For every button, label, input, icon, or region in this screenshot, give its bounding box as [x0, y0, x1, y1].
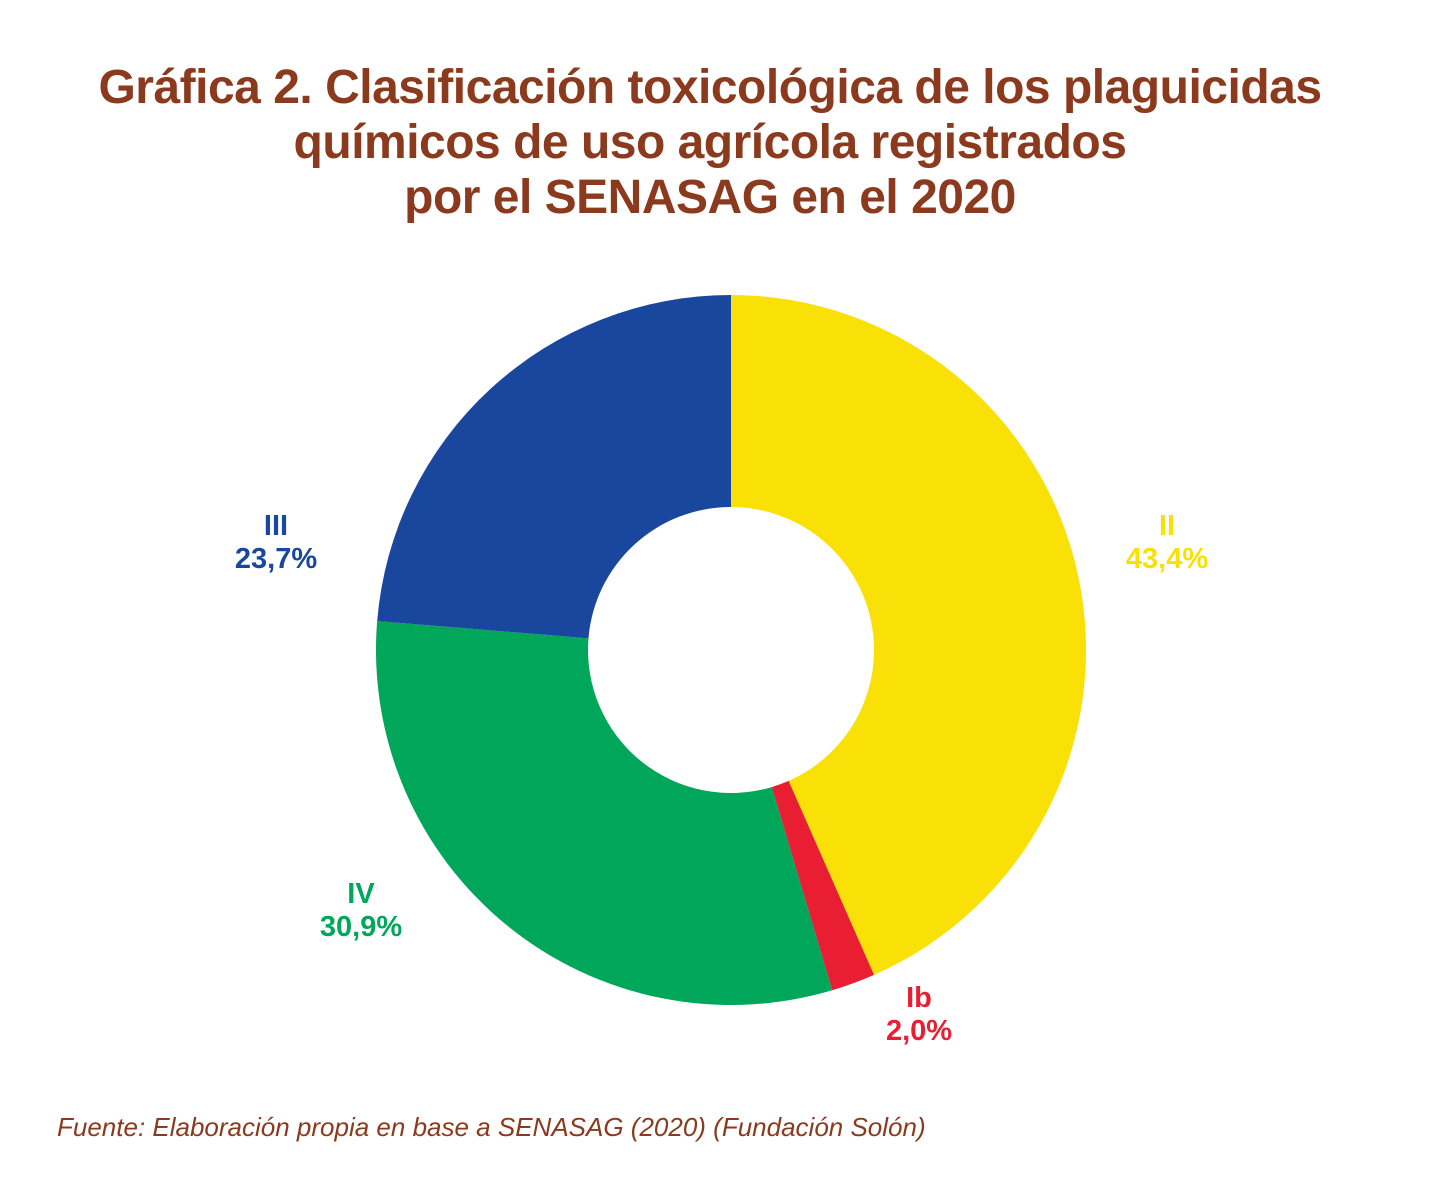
slice-label-name: III: [263, 510, 289, 542]
slice-iii: [377, 295, 731, 639]
slice-label-value: 43,4%: [1125, 543, 1209, 575]
slice-label-name: IV: [347, 878, 375, 910]
chart-title-line: por el SENASAG en el 2020: [404, 171, 1016, 224]
chart-title-line: Gráfica 2. Clasificación toxicológica de…: [98, 61, 1322, 114]
chart-title-line: químicos de uso agrícola registrados: [293, 116, 1127, 169]
slice-iv: [375, 621, 833, 1005]
slice-label-iii: III 23,7%: [176, 510, 376, 576]
slice-ib: [771, 780, 875, 991]
slice-label-ib: Ib 2,0%: [819, 982, 1019, 1048]
slice-label-value: 2,0%: [885, 1015, 953, 1047]
source-note: Fuente: Elaboración propia en base a SEN…: [57, 1112, 926, 1142]
slice-ii: [731, 295, 1086, 975]
slice-label-iv: IV 30,9%: [261, 878, 461, 944]
slice-label-name: Ib: [906, 982, 932, 1014]
chart-title: Gráfica 2. Clasificación toxicológica de…: [0, 60, 1420, 225]
slice-label-name: II: [1158, 510, 1176, 542]
slice-label-value: 23,7%: [234, 543, 318, 575]
slice-label-value: 30,9%: [319, 911, 403, 943]
slice-label-ii: II 43,4%: [1067, 510, 1267, 576]
